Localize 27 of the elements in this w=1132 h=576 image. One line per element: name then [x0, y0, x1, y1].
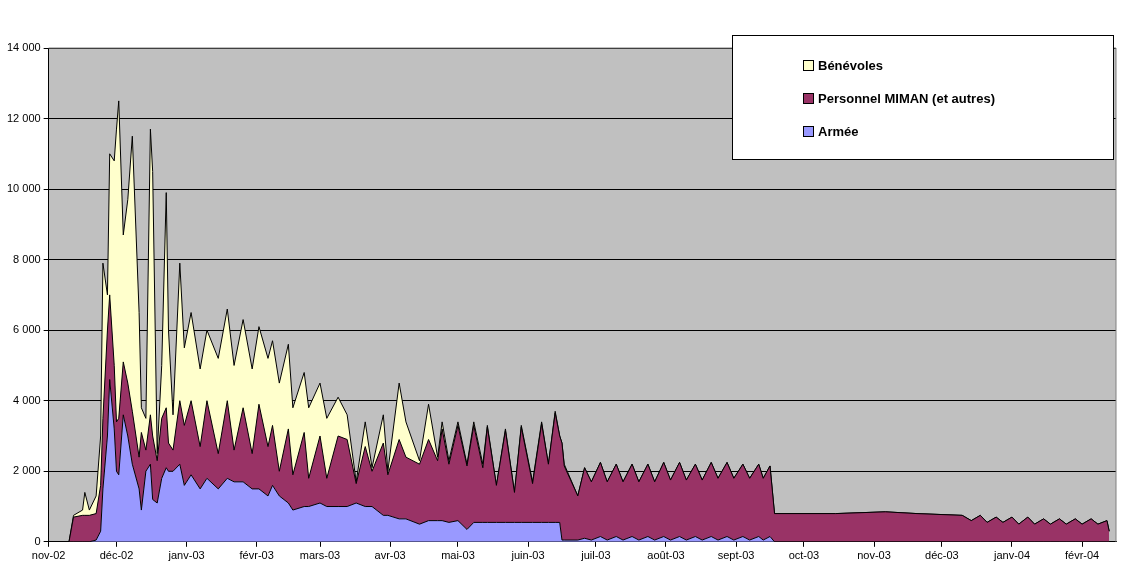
- x-tick-label: nov-03: [857, 549, 891, 562]
- x-tick-label: nov-02: [31, 549, 66, 562]
- y-tick-label: 14 000: [6, 41, 41, 54]
- x-tick-label: mars-03: [299, 549, 341, 562]
- y-tick-label: 6 000: [13, 323, 41, 336]
- y-tick-label: 0: [34, 534, 41, 547]
- legend-label: Bénévoles: [818, 58, 884, 73]
- y-tick-label: 8 000: [13, 252, 41, 265]
- x-tick-label: avr-03: [374, 549, 406, 562]
- y-tick-label: 2 000: [13, 464, 41, 477]
- x-tick-label: oct-03: [788, 549, 820, 562]
- y-tick-label: 10 000: [6, 182, 41, 195]
- x-tick-label: juin-03: [510, 549, 545, 562]
- x-tick-label: févr-03: [239, 549, 274, 562]
- x-tick-label: sept-03: [717, 549, 755, 562]
- x-tick-label: janv-04: [992, 549, 1031, 562]
- x-tick-label: déc-02: [99, 549, 134, 562]
- y-tick-label: 12 000: [6, 111, 41, 124]
- x-tick-label: févr-04: [1064, 549, 1100, 562]
- x-tick-label: janv-03: [167, 549, 205, 562]
- y-tick-label: 4 000: [13, 393, 41, 406]
- legend-label: Armée: [818, 124, 859, 139]
- x-tick-label: déc-03: [925, 549, 959, 562]
- x-tick-label: août-03: [647, 549, 685, 562]
- legend-label: Personnel MIMAN (et autres): [818, 91, 995, 106]
- x-tick-label: mai-03: [441, 549, 475, 562]
- x-tick-label: juil-03: [580, 549, 611, 562]
